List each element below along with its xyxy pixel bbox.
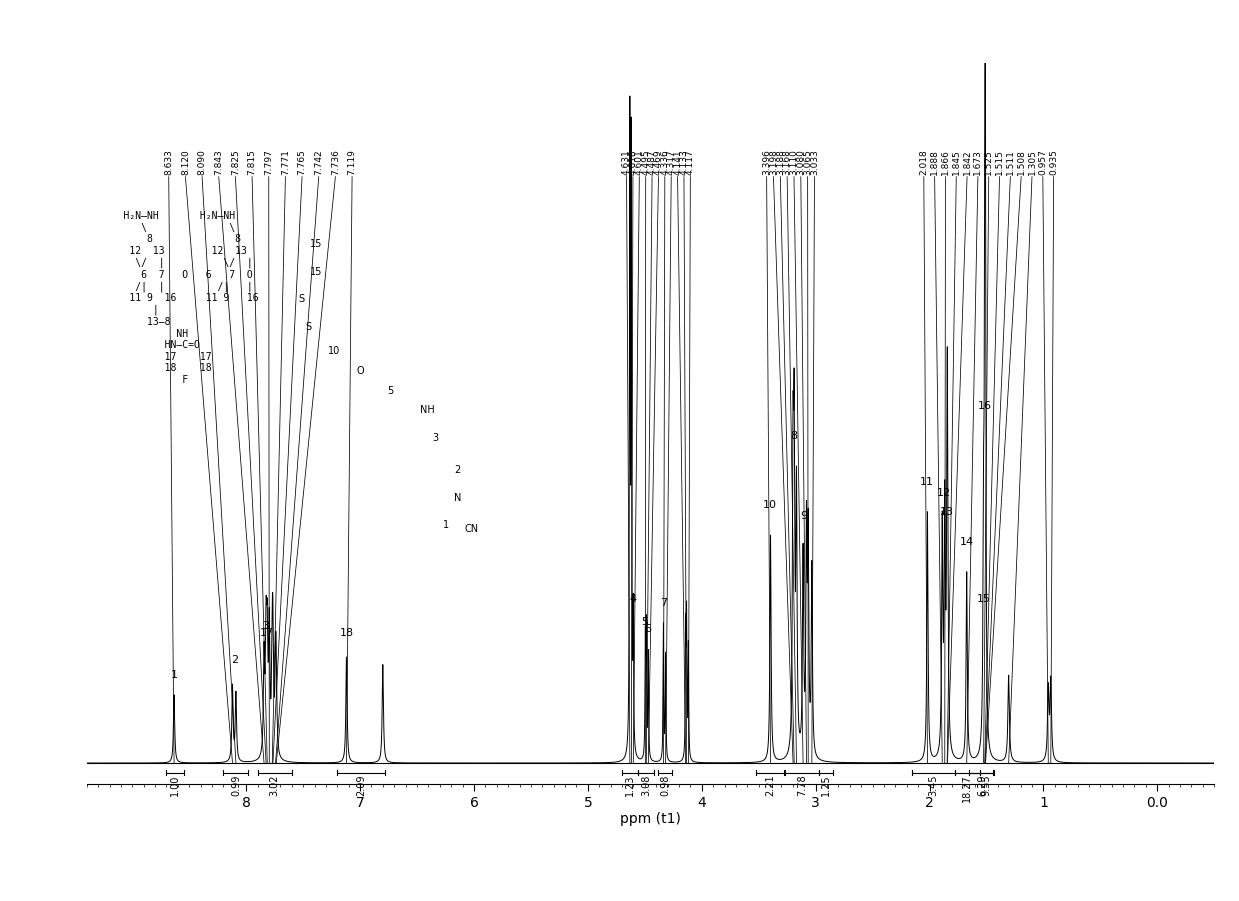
Text: 4.336: 4.336	[660, 149, 669, 175]
Text: 3.08: 3.08	[641, 775, 650, 796]
Text: 1.888: 1.888	[930, 149, 939, 175]
Text: 1.511: 1.511	[1006, 149, 1015, 175]
Text: 6.29: 6.29	[976, 775, 987, 796]
Text: 4.601: 4.601	[634, 149, 644, 175]
Text: 2.21: 2.21	[764, 775, 776, 796]
Text: 3.065: 3.065	[803, 149, 812, 175]
Text: 14: 14	[960, 537, 974, 548]
Text: 1: 1	[171, 669, 177, 680]
Text: 3.080: 3.080	[797, 149, 805, 175]
Text: 3.033: 3.033	[810, 149, 819, 175]
X-axis label: ppm (t1): ppm (t1)	[620, 813, 681, 826]
Text: 1.508: 1.508	[1017, 149, 1026, 175]
Text: 1.515: 1.515	[995, 149, 1004, 175]
Text: 3: 3	[432, 433, 437, 443]
Text: 15: 15	[310, 239, 322, 249]
Text: 13: 13	[940, 507, 954, 517]
Text: 2: 2	[453, 465, 461, 475]
Text: 3.188: 3.188	[776, 149, 784, 175]
Text: 3.110: 3.110	[789, 149, 798, 175]
Text: 0.957: 0.957	[1038, 149, 1047, 175]
Text: 2: 2	[232, 655, 238, 665]
Text: 17: 17	[260, 628, 274, 638]
Text: 2.09: 2.09	[356, 775, 367, 796]
Text: 4.117: 4.117	[686, 149, 695, 175]
Text: 15: 15	[978, 594, 991, 605]
Text: 8.120: 8.120	[181, 149, 190, 175]
Text: 3.198: 3.198	[769, 149, 778, 175]
Text: 8.633: 8.633	[165, 149, 173, 175]
Text: 3.396: 3.396	[762, 149, 771, 175]
Text: 1.305: 1.305	[1027, 149, 1037, 175]
Text: NH: NH	[420, 405, 435, 415]
Text: O: O	[357, 366, 364, 376]
Text: 1.845: 1.845	[952, 149, 960, 175]
Text: 0.99: 0.99	[230, 775, 240, 796]
Text: 8: 8	[789, 432, 797, 441]
Text: 12: 12	[937, 488, 952, 498]
Text: 9: 9	[800, 511, 808, 521]
Text: 3: 3	[261, 621, 269, 631]
Text: 10: 10	[763, 499, 777, 510]
Text: 1.673: 1.673	[974, 149, 983, 175]
Text: 0.98: 0.98	[660, 775, 670, 796]
Text: 4.141: 4.141	[673, 149, 683, 175]
Text: 10: 10	[328, 346, 341, 356]
Text: 4.631: 4.631	[622, 149, 631, 175]
Text: 3.02: 3.02	[270, 775, 280, 796]
Text: 8.090: 8.090	[197, 149, 207, 175]
Text: 3.45: 3.45	[928, 775, 938, 796]
Text: S: S	[299, 295, 304, 305]
Text: 3.168: 3.168	[783, 149, 792, 175]
Text: 1.00: 1.00	[170, 775, 180, 796]
Text: 2.018: 2.018	[919, 149, 928, 175]
Text: 5: 5	[387, 386, 394, 396]
Text: 7: 7	[660, 598, 668, 608]
Text: 1.866: 1.866	[940, 149, 950, 175]
Text: 1.525: 1.525	[984, 149, 994, 175]
Text: 4.469: 4.469	[654, 149, 663, 175]
Text: 15: 15	[310, 267, 322, 277]
Text: 7.765: 7.765	[297, 149, 306, 175]
Text: 4.618: 4.618	[628, 149, 637, 175]
Text: 4.317: 4.317	[667, 149, 675, 175]
Text: 18.27: 18.27	[961, 775, 973, 802]
Text: 4: 4	[629, 594, 637, 605]
Text: 7.771: 7.771	[281, 149, 290, 175]
Text: 1.25: 1.25	[821, 775, 831, 796]
Text: 7.78: 7.78	[797, 775, 807, 796]
Text: 7.742: 7.742	[315, 149, 323, 175]
Text: 18: 18	[339, 628, 353, 638]
Text: 0.935: 0.935	[1049, 149, 1058, 175]
Text: CN: CN	[465, 524, 479, 534]
Text: 7.119: 7.119	[348, 149, 357, 175]
Text: 1.23: 1.23	[624, 775, 634, 796]
Text: 7.797: 7.797	[264, 149, 274, 175]
Text: 4.495: 4.495	[642, 149, 650, 175]
Text: 4.487: 4.487	[648, 149, 657, 175]
Text: 7.825: 7.825	[230, 149, 240, 175]
Text: 11: 11	[921, 477, 934, 487]
Text: S: S	[306, 323, 311, 332]
Text: 7.815: 7.815	[248, 149, 256, 175]
Text: N: N	[453, 493, 461, 503]
Text: 7.843: 7.843	[214, 149, 223, 175]
Text: H₂N—NH       H₂N—NH
       \              \
        8              8
     12  13: H₂N—NH H₂N—NH \ \ 8 8 12 13	[100, 211, 259, 385]
Text: 16: 16	[978, 401, 991, 411]
Text: 1: 1	[444, 521, 449, 531]
Text: 4.133: 4.133	[679, 149, 689, 175]
Text: 6: 6	[644, 624, 652, 634]
Text: 7.736: 7.736	[331, 149, 339, 175]
Text: 1.842: 1.842	[963, 149, 971, 175]
Text: 5: 5	[642, 617, 649, 627]
Text: 9.55: 9.55	[981, 775, 991, 796]
